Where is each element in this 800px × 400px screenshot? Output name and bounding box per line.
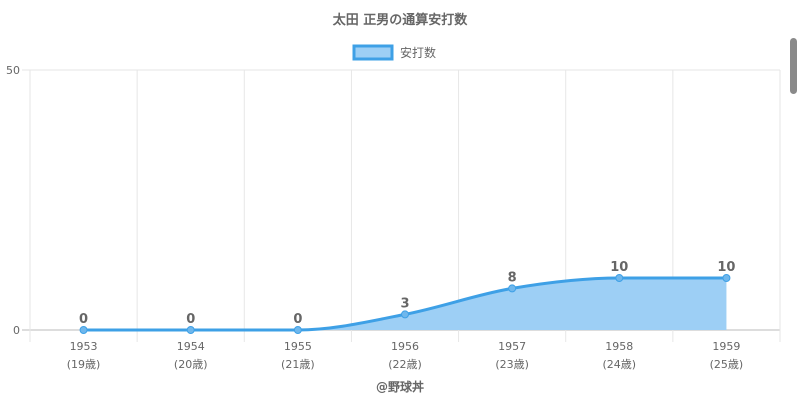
y-tick-label-0: 0 [13, 324, 20, 337]
x-tick-label-0: 1953 [70, 340, 98, 353]
legend[interactable]: 安打数 [352, 44, 436, 61]
data-label-5: 10 [610, 260, 628, 275]
x-tick-label-4: 1957 [498, 340, 526, 353]
data-point-3 [401, 310, 409, 319]
x-tick-label-2: 1955 [284, 340, 312, 353]
x-tick-sublabel-0: (19歳) [67, 358, 101, 371]
data-point-1 [186, 326, 195, 334]
data-point-6 [722, 274, 731, 282]
series-hits [79, 274, 731, 334]
series-area [83, 278, 727, 330]
x-tick-sublabel-3: (22歳) [388, 358, 422, 371]
legend-swatch [352, 44, 394, 61]
x-tick-sublabel-2: (21歳) [281, 358, 315, 371]
x-axis: 1953 (19歳) 1954 (20歳) 1955 (21歳) 1956 (22歳) 1957… [67, 340, 743, 371]
data-label-1: 0 [186, 312, 195, 327]
y-tick-label-1: 50 [6, 64, 20, 77]
chart-title: 太田 正男の通算安打数 [332, 12, 469, 28]
x-tick-sublabel-4: (23歳) [495, 358, 529, 371]
x-tick-sublabel-1: (20歳) [174, 358, 208, 371]
data-label-4: 8 [508, 270, 517, 285]
data-point-4 [508, 284, 517, 293]
legend-label: 安打数 [400, 45, 436, 60]
data-point-5 [615, 274, 624, 282]
data-point-2 [293, 326, 302, 334]
scrollbar[interactable] [786, 0, 800, 400]
scrollbar-thumb[interactable] [790, 38, 797, 94]
data-labels: 0 0 0 3 8 10 10 [79, 260, 735, 327]
data-label-0: 0 [79, 312, 88, 327]
x-tick-label-1: 1954 [177, 340, 205, 353]
data-point-0 [79, 326, 88, 334]
x-tick-sublabel-5: (24歳) [602, 358, 636, 371]
credit-text: @野球丼 [376, 379, 424, 394]
y-axis: 0 50 [6, 64, 20, 337]
data-label-6: 10 [717, 260, 735, 275]
x-tick-label-6: 1959 [712, 340, 740, 353]
data-label-2: 0 [293, 312, 302, 327]
x-tick-label-3: 1956 [391, 340, 419, 353]
x-tick-sublabel-6: (25歳) [710, 358, 744, 371]
data-label-3: 3 [400, 296, 409, 311]
x-tick-label-5: 1958 [605, 340, 633, 353]
